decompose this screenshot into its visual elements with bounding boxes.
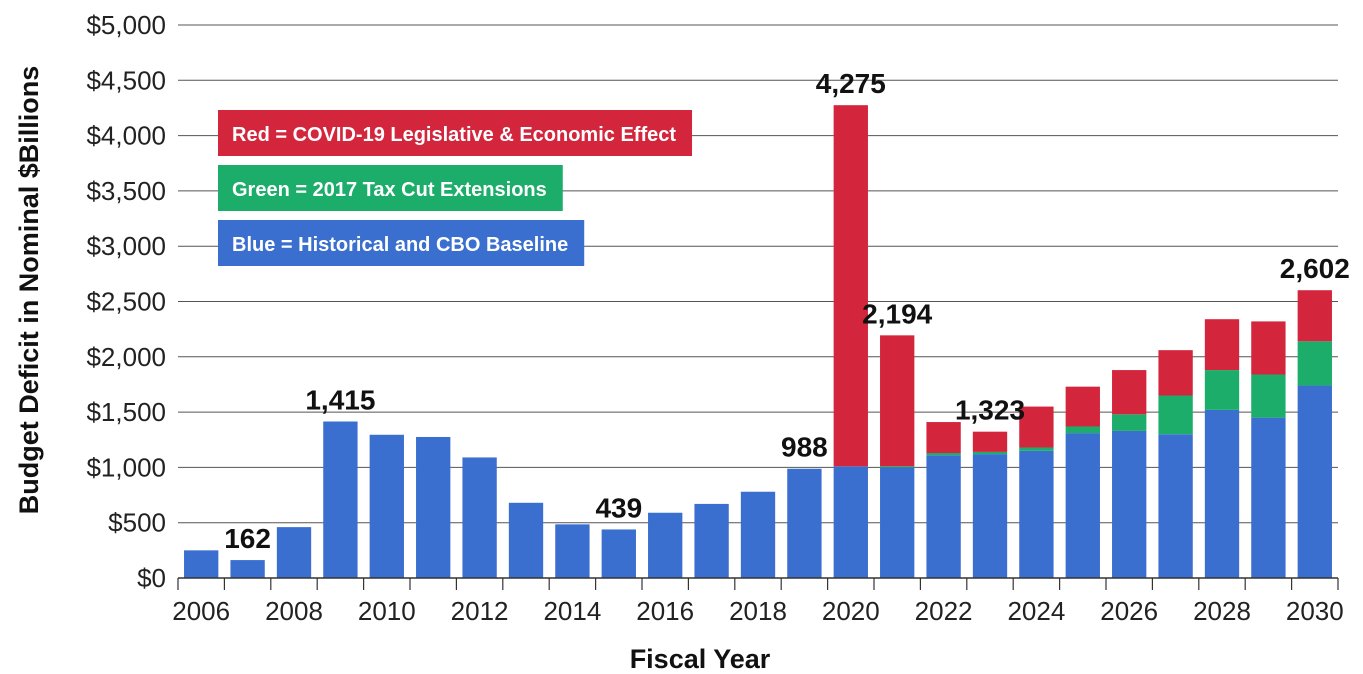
bar-segment-2024-s2	[1019, 406, 1054, 448]
data-label-2023: 1,323	[955, 395, 1025, 426]
bar-segment-2015-s0	[601, 529, 636, 578]
x-tick-label: 2022	[915, 596, 973, 626]
bar-segment-2028-s0	[1204, 409, 1240, 578]
data-label-2007: 162	[224, 523, 271, 554]
x-tick-label: 2020	[822, 596, 880, 626]
bar-segment-2006-s0	[184, 550, 219, 578]
bar-segment-2022-s1	[926, 453, 961, 456]
data-label-2021: 2,194	[862, 298, 932, 329]
data-label-2009: 1,415	[305, 385, 375, 416]
legend-label: Green = 2017 Tax Cut Extensions	[232, 179, 547, 201]
bar-segment-2022-s2	[926, 422, 961, 454]
y-tick-label: $2,000	[86, 342, 166, 372]
x-axis-title: Fiscal Year	[630, 644, 771, 674]
bar-segment-2027-s1	[1158, 395, 1193, 435]
bar-segment-2029-s2	[1251, 321, 1286, 375]
bar-segment-2021-s0	[880, 467, 915, 578]
bar-segment-2019-s0	[787, 468, 822, 578]
x-tick-label: 2012	[451, 596, 509, 626]
y-tick-label: $2,500	[86, 287, 166, 317]
bar-segment-2012-s0	[462, 457, 497, 578]
bar-segment-2014-s0	[555, 524, 590, 578]
bar-segment-2021-s1	[880, 466, 915, 468]
bar-segment-2008-s0	[276, 527, 312, 578]
x-tick-label: 2024	[1007, 596, 1065, 626]
x-tick-label: 2018	[729, 596, 787, 626]
bar-segment-2029-s1	[1251, 374, 1286, 418]
bar-segment-2009-s0	[323, 421, 358, 578]
bar-segment-2023-s1	[972, 451, 1008, 455]
bar-segment-2028-s1	[1204, 370, 1240, 410]
y-axis-title: Budget Deficit in Nominal $Billions	[14, 66, 44, 515]
x-tick-label: 2010	[358, 596, 416, 626]
legend-swatch	[218, 110, 693, 156]
bar-segment-2026-s1	[1112, 414, 1147, 431]
data-label-2020: 4,275	[816, 68, 886, 99]
bar-segment-2030-s1	[1297, 341, 1332, 386]
bar-segment-2017-s0	[694, 503, 729, 578]
x-tick-label: 2016	[636, 596, 694, 626]
bar-segment-2022-s0	[926, 455, 961, 578]
y-tick-label: $1,000	[86, 452, 166, 482]
bar-segment-2030-s0	[1297, 385, 1332, 578]
x-tick-label: 2008	[265, 596, 323, 626]
axes: $0 $500 $1,000 $1,500 $2,000 $2,500 $3,000 $3,5…	[86, 10, 1343, 626]
bar-segment-2024-s1	[1019, 447, 1054, 451]
bar-segment-2007-s0	[230, 560, 265, 578]
bar-segment-2021-s2	[880, 335, 915, 467]
bar-segment-2023-s0	[972, 454, 1008, 578]
y-tick-label: $1,500	[86, 397, 166, 427]
bar-segment-2027-s2	[1158, 350, 1193, 396]
y-tick-label: $5,000	[86, 10, 166, 40]
bar-segment-2026-s0	[1112, 430, 1147, 578]
legend: Red = COVID-19 Legislative & Economic Ef…	[218, 110, 693, 266]
legend-swatch	[218, 220, 585, 266]
data-label-2015: 439	[595, 492, 642, 523]
bar-segment-2025-s0	[1065, 433, 1100, 578]
data-label-2030: 2,602	[1280, 253, 1350, 284]
bar-segment-2013-s0	[508, 502, 544, 578]
x-tick-label: 2028	[1193, 596, 1251, 626]
y-tick-label: $3,500	[86, 176, 166, 206]
y-tick-label: $3,000	[86, 231, 166, 261]
bar-segment-2016-s0	[648, 512, 683, 578]
y-tick-label: $0	[137, 563, 166, 593]
bar-segment-2025-s2	[1065, 386, 1100, 427]
y-tick-label: $4,000	[86, 121, 166, 151]
y-tick-label: $4,500	[86, 65, 166, 95]
bar-segment-2029-s0	[1251, 417, 1286, 578]
bars	[184, 105, 1332, 578]
bar-segment-2023-s2	[972, 431, 1008, 452]
bar-segment-2028-s2	[1204, 319, 1240, 371]
y-tick-label: $500	[108, 508, 166, 538]
bar-segment-2020-s2	[833, 105, 868, 467]
x-tick-label: 2014	[543, 596, 601, 626]
x-tick-label: 2006	[172, 596, 230, 626]
data-labels: 162 1,415 439 988 4,275 2,194 1,323 2,602	[224, 68, 1350, 554]
legend-swatch	[218, 165, 563, 211]
legend-label: Blue = Historical and CBO Baseline	[232, 234, 568, 256]
bar-segment-2027-s0	[1158, 434, 1193, 578]
bar-segment-2030-s2	[1297, 290, 1332, 342]
bar-segment-2025-s1	[1065, 426, 1100, 434]
bar-segment-2018-s0	[740, 491, 776, 578]
legend-label: Red = COVID-19 Legislative & Economic Ef…	[232, 124, 676, 146]
bar-segment-2024-s0	[1019, 450, 1054, 578]
data-label-2019: 988	[781, 432, 828, 463]
x-tick-label: 2026	[1100, 596, 1158, 626]
x-tick-label: 2030	[1286, 596, 1344, 626]
bar-segment-2011-s0	[416, 436, 451, 578]
bar-segment-2026-s2	[1112, 370, 1147, 415]
bar-segment-2020-s0	[833, 466, 868, 578]
bar-segment-2010-s0	[369, 434, 404, 578]
